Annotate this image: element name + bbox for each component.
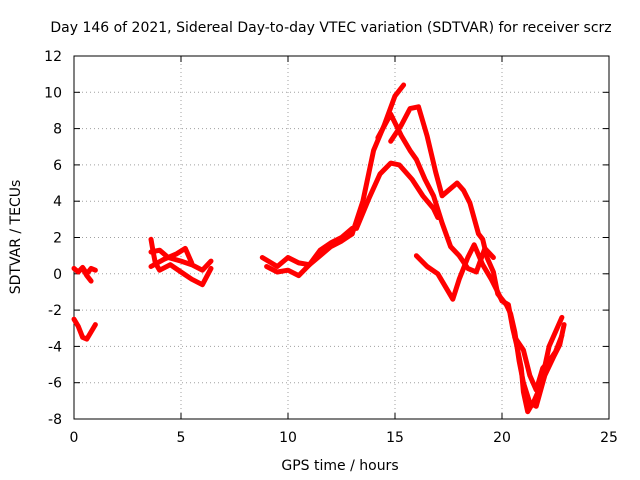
tick-layer: 0 5 10 15 20 25 -8 -6 -4 -2 0 2 4 6 8 10 12 [44, 49, 618, 446]
y-tick-label: 2 [53, 231, 62, 247]
series-arc-3a [148, 236, 214, 288]
series-arc-4b [264, 225, 355, 279]
series-arc-1b [80, 265, 94, 284]
y-tick-label: -4 [48, 339, 62, 355]
x-tick-label: 25 [600, 430, 618, 446]
y-tick-label: 0 [53, 267, 62, 283]
y-tick-label: -2 [48, 303, 62, 319]
y-tick-label: 6 [53, 158, 62, 174]
series-arc-8 [413, 242, 565, 415]
series-arc-5b [354, 160, 441, 231]
x-axis-label: GPS time / hours [281, 458, 398, 474]
x-tick-label: 15 [386, 430, 404, 446]
y-tick-label: 12 [44, 49, 62, 65]
grid-layer [74, 56, 609, 419]
series-arc-5a [349, 82, 407, 237]
series-arc-3c [148, 245, 195, 269]
series-arc-6 [375, 111, 496, 275]
series-layer [71, 82, 567, 415]
x-tick-label: 10 [279, 430, 297, 446]
x-tick-label: 0 [70, 430, 79, 446]
series-arc-3b [148, 247, 214, 273]
x-tick-label: 20 [493, 430, 511, 446]
x-tick-label: 5 [177, 430, 186, 446]
y-tick-label: 10 [44, 85, 62, 101]
series-arc-9 [512, 333, 565, 393]
y-tick-label: 4 [53, 194, 62, 210]
y-tick-label: -6 [48, 376, 62, 392]
chart-title: Day 146 of 2021, Sidereal Day-to-day VTE… [50, 20, 611, 36]
y-tick-label: 8 [53, 122, 62, 138]
series-arc-2 [71, 316, 98, 342]
y-tick-label: -8 [48, 412, 62, 428]
y-axis-label: SDTVAR / TECUs [8, 180, 24, 295]
